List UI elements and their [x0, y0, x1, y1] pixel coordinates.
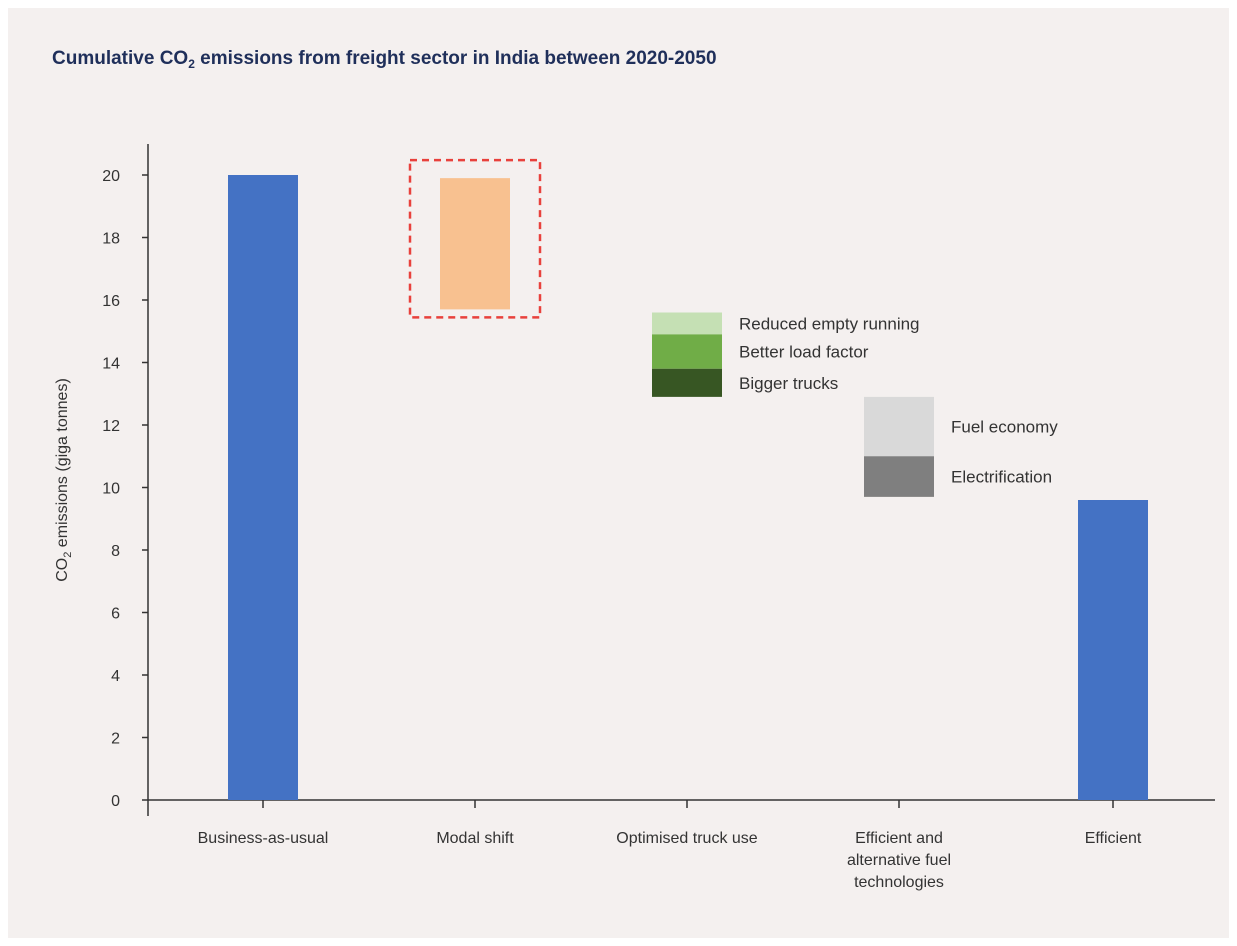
segment-label: Better load factor — [739, 343, 869, 362]
segment-label: Electrification — [951, 468, 1052, 487]
x-tick-label: Optimised truck use — [616, 830, 757, 847]
y-tick-label: 16 — [102, 293, 120, 310]
highlight-box — [408, 158, 542, 319]
segment-labels: Reduced empty running Better load factor B… — [739, 314, 1058, 486]
bar-segment — [440, 178, 510, 310]
axes: CO2 emissions (giga tonnes) — [54, 144, 1215, 816]
chart-title: Cumulative CO2 emissions from freight se… — [52, 48, 717, 70]
y-tick-label: 10 — [102, 481, 120, 498]
chart-title-subscript: 2 — [188, 57, 195, 71]
chart-svg: CO2 emissions (giga tonnes) 024681012141… — [54, 144, 1215, 891]
chart-title-suffix: emissions from freight sector in India b… — [194, 48, 717, 69]
bar-segment — [864, 456, 934, 497]
chart-title-prefix: Cumulative CO — [52, 48, 189, 69]
y-tick-label: 0 — [111, 793, 120, 810]
y-ticks: 0 2 4 6 8 10 12 14 16 18 20 — [102, 168, 148, 810]
x-tick-label: Efficient — [1085, 830, 1142, 847]
y-axis-label-prefix: CO — [54, 558, 71, 582]
y-axis-label-suffix: emissions (giga tonnes) — [54, 378, 71, 551]
bars — [228, 158, 1148, 800]
y-tick-label: 14 — [102, 356, 120, 373]
segment-label: Bigger trucks — [739, 374, 838, 393]
x-tick-label: Business-as-usual — [198, 830, 329, 847]
y-tick-label: 6 — [111, 606, 120, 623]
segment-label: Reduced empty running — [739, 314, 920, 333]
y-tick-label: 2 — [111, 731, 120, 748]
y-tick-label: 18 — [102, 231, 120, 248]
bar-segment — [864, 396, 934, 457]
y-axis-label-subscript: 2 — [62, 552, 74, 558]
bar-segment — [228, 175, 298, 800]
y-tick-label: 8 — [111, 543, 120, 560]
segment-label: Fuel economy — [951, 418, 1058, 437]
x-tick-label: Modal shift — [436, 830, 514, 847]
chart-panel: Cumulative CO2 emissions from freight se… — [8, 8, 1229, 938]
y-tick-label: 12 — [102, 418, 120, 435]
bar-segment — [652, 312, 722, 335]
bar-segment — [652, 368, 722, 397]
y-axis-label: CO2 emissions (giga tonnes) — [54, 378, 74, 582]
x-tick-label: Efficient and alternative fuel technologie… — [847, 830, 951, 891]
x-ticks: Business-as-usual Modal shift Optimised tr… — [198, 800, 1142, 891]
bar-segment — [1078, 500, 1148, 800]
bar-segment — [652, 334, 722, 369]
y-tick-label: 4 — [111, 668, 120, 685]
y-tick-label: 20 — [102, 168, 120, 185]
